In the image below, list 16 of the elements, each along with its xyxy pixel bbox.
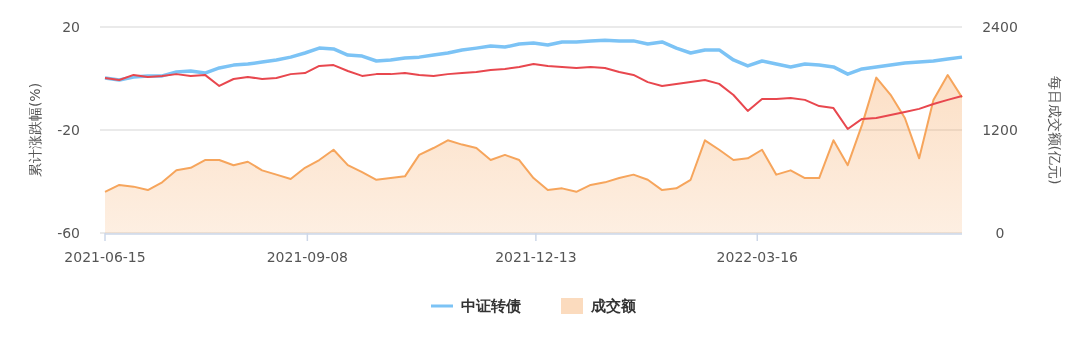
y2-tick-label: 0 (995, 224, 1005, 241)
x-tick-label: 2021-06-15 (64, 249, 146, 265)
legend-label: 成交额 (590, 297, 637, 316)
legend-label: 中证转债 (461, 297, 521, 316)
y2-tick-label: 2400 (982, 18, 1018, 35)
y-tick-label: -20 (57, 121, 80, 138)
y-tick-label: -60 (57, 224, 80, 241)
x-tick-label: 2022-03-16 (716, 249, 799, 265)
y2-tick-label: 1200 (982, 121, 1018, 138)
y2-axis-title: 每日成交额(亿元) (1047, 75, 1063, 185)
line-series (103, 38, 964, 82)
x-tick-label: 2021-12-13 (495, 249, 577, 265)
y-tick-label: 20 (62, 18, 80, 35)
line-series (104, 63, 963, 130)
y-axis-title: 累计涨跌幅(%) (27, 82, 43, 178)
x-tick-label: 2021-09-08 (266, 249, 349, 265)
